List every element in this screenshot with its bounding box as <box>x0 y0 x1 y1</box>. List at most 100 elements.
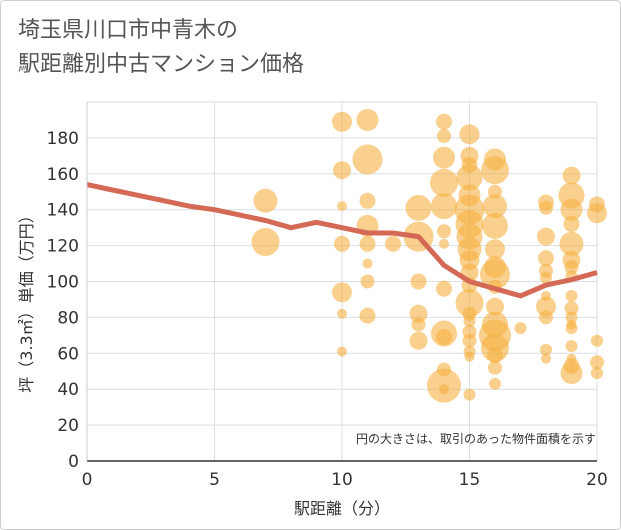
chart-title-line-1: 埼玉県川口市中青木の <box>18 18 239 43</box>
data-bubble <box>539 200 553 215</box>
data-bubble <box>591 334 603 347</box>
data-bubble <box>332 111 352 132</box>
data-bubble <box>439 238 449 249</box>
data-bubble <box>356 108 379 131</box>
data-bubble <box>437 224 451 239</box>
data-bubble <box>437 129 451 144</box>
data-bubble <box>480 259 510 290</box>
data-bubble <box>488 360 502 375</box>
data-bubble <box>564 260 579 275</box>
data-bubble <box>436 113 452 130</box>
data-bubble <box>487 347 503 364</box>
data-bubble <box>360 274 375 289</box>
tick-labels: 0 20 40 60 80 100 120 140 160 180 0 5 10 15 20 <box>47 129 608 490</box>
data-bubble <box>436 280 452 297</box>
data-bubble <box>482 212 508 239</box>
data-bubble <box>565 340 578 353</box>
data-bubble <box>411 317 426 332</box>
data-bubble <box>565 311 578 324</box>
data-bubble <box>565 322 578 335</box>
data-bubble <box>334 235 350 252</box>
axes <box>86 102 597 462</box>
data-bubble <box>359 307 376 324</box>
data-bubble <box>431 193 457 220</box>
data-bubble <box>409 331 428 350</box>
data-bubble <box>591 367 603 380</box>
data-bubble <box>563 216 580 233</box>
data-bubble <box>436 329 452 346</box>
data-bubble <box>560 362 583 385</box>
data-bubble <box>456 164 483 191</box>
y-tick-label: 160 <box>47 165 79 185</box>
data-bubble <box>514 322 527 335</box>
grid-lines <box>86 101 598 461</box>
x-tick-label: 15 <box>459 470 481 490</box>
data-bubble <box>489 377 501 390</box>
data-bubble <box>565 289 578 302</box>
y-tick-label: 140 <box>47 201 79 221</box>
data-bubble <box>562 166 581 185</box>
data-bubble <box>459 124 480 145</box>
data-bubble <box>564 301 579 316</box>
data-bubble <box>337 308 347 319</box>
data-bubble <box>332 282 352 303</box>
data-bubble <box>481 156 509 185</box>
y-tick-label: 40 <box>57 380 79 400</box>
data-bubble <box>333 161 351 180</box>
trend-line <box>86 182 598 299</box>
data-bubble <box>462 333 477 348</box>
y-tick-label: 180 <box>47 129 79 149</box>
data-bubble <box>362 258 373 269</box>
data-bubble <box>541 353 551 364</box>
data-bubble <box>587 203 607 224</box>
y-tick-label: 80 <box>57 308 79 328</box>
data-bubble <box>540 343 552 356</box>
y-tick-label: 0 <box>68 452 79 472</box>
y-axis-label: 坪（3.3㎡）単価（万円） <box>17 207 36 392</box>
data-bubble <box>486 297 504 316</box>
data-bubble <box>463 388 476 401</box>
data-bubble <box>590 355 604 370</box>
y-tick-label: 120 <box>47 237 79 257</box>
x-tick-label: 5 <box>209 470 220 490</box>
chart-title: 埼玉県川口市中青木の 駅距離別中古マンション価格 <box>18 14 304 82</box>
chart-title-line-2: 駅距離別中古マンション価格 <box>18 52 305 77</box>
data-bubble <box>559 231 584 256</box>
data-bubble <box>251 228 280 257</box>
data-bubble <box>430 168 458 197</box>
data-bubble <box>337 201 347 212</box>
data-bubble <box>459 249 480 270</box>
data-bubble <box>337 346 347 357</box>
data-bubble <box>463 314 476 327</box>
data-bubble <box>409 304 428 323</box>
data-bubble <box>537 227 555 246</box>
data-bubble <box>455 289 484 318</box>
data-bubble <box>410 273 427 290</box>
data-bubble <box>483 194 507 219</box>
y-tick-label: 20 <box>57 416 79 436</box>
y-tick-label: 60 <box>57 344 79 364</box>
data-bubble <box>352 144 383 175</box>
data-bubble <box>540 271 552 284</box>
data-bubble <box>359 192 376 209</box>
size-note: 円の大きさは、取引のあった物件面積を示す <box>356 431 596 446</box>
data-bubble <box>538 250 554 267</box>
data-bubble <box>560 198 583 221</box>
data-bubble <box>464 351 475 362</box>
data-bubble <box>405 194 432 221</box>
data-bubble <box>359 235 376 252</box>
x-tick-label: 20 <box>586 470 608 490</box>
data-bubble <box>433 146 455 169</box>
data-bubble <box>385 235 401 252</box>
x-tick-label: 10 <box>331 470 353 490</box>
data-bubble <box>485 239 505 260</box>
bubble-series <box>251 108 607 403</box>
y-tick-label: 100 <box>47 273 79 293</box>
x-axis-label: 駅距離（分） <box>294 499 390 518</box>
data-bubble <box>253 188 278 213</box>
data-bubble <box>439 384 449 395</box>
data-bubble <box>539 310 553 325</box>
data-bubble <box>536 296 556 317</box>
